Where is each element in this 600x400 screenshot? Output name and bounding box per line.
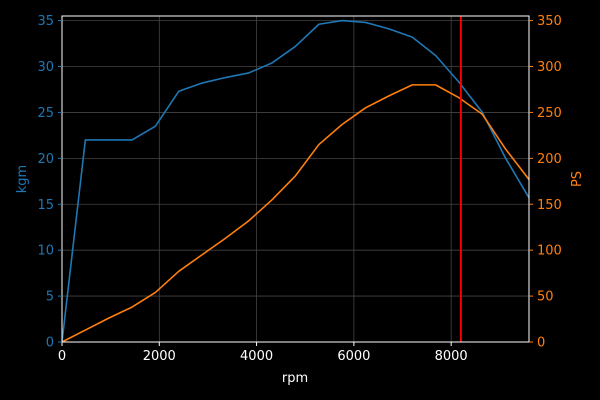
y-right-tick-label: 0	[537, 336, 545, 351]
y-right-tick-label: 350	[537, 14, 562, 29]
y-right-tick-label: 250	[537, 106, 562, 121]
y-right-tick-label: 300	[537, 60, 562, 75]
y-left-tick-label: 15	[37, 198, 54, 213]
y-left-axis-ticks: 0 5 10 15 20 25 30 35	[37, 14, 62, 351]
y-right-axis-label: PS	[570, 171, 585, 187]
y-left-tick-label: 25	[37, 106, 54, 121]
series-line-kgm	[61, 19, 530, 343]
y-right-tick-label: 50	[537, 290, 554, 305]
y-left-tick-label: 0	[46, 336, 54, 351]
x-axis-ticks: 0 2000 4000 6000 8000	[58, 342, 468, 364]
y-left-axis-label: kgm	[15, 165, 30, 193]
x-tick-label: 0	[58, 349, 66, 364]
x-axis-label: rpm	[282, 371, 308, 386]
x-tick-label: 6000	[337, 349, 370, 364]
x-tick-label: 8000	[435, 349, 468, 364]
x-tick-label: 2000	[143, 349, 176, 364]
y-right-tick-label: 150	[537, 198, 562, 213]
y-left-tick-label: 10	[37, 244, 54, 259]
plot-frame	[61, 15, 530, 343]
y-left-tick-label: 5	[46, 290, 54, 305]
series-line-ps	[61, 84, 530, 343]
x-tick-label: 4000	[240, 349, 273, 364]
y-left-tick-label: 30	[37, 60, 54, 75]
y-left-tick-label: 35	[37, 14, 54, 29]
y-right-axis-ticks: 0 50 100 150 200 250 300 350	[529, 14, 562, 351]
series-layer	[61, 19, 530, 343]
y-left-tick-label: 20	[37, 152, 54, 167]
y-right-tick-label: 100	[537, 244, 562, 259]
y-right-tick-label: 200	[537, 152, 562, 167]
grid	[62, 16, 529, 342]
